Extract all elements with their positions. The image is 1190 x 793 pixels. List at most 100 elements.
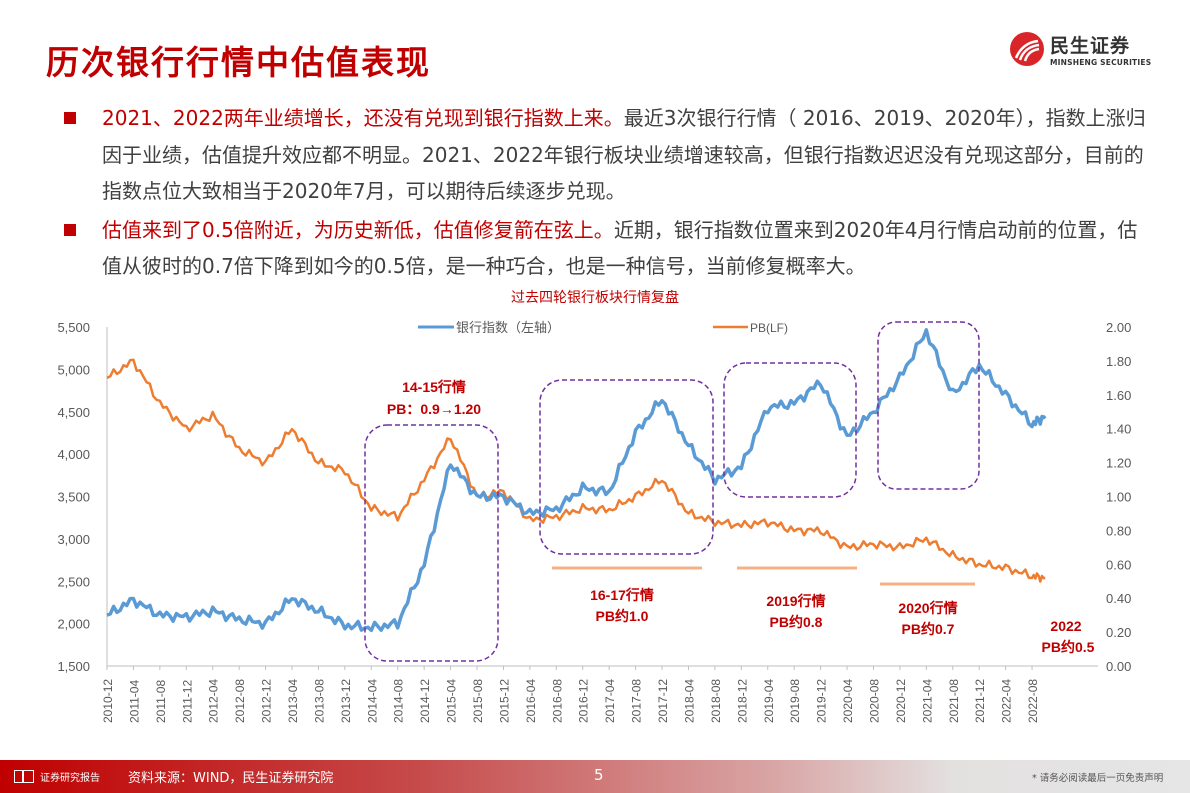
annotation-2020-pb: PB约0.7	[902, 621, 955, 637]
legend: 银行指数（左轴） PB(LF)	[418, 320, 788, 335]
bullet-text: 最近3次银行行情（ 2016、2019、2020年），指数上涨归因于业绩，估值提…	[102, 106, 1146, 203]
y-right-tick-label: 0.00	[1106, 659, 1131, 674]
x-tick-label: 2014-12	[418, 679, 432, 723]
x-tick-label: 2018-12	[735, 679, 749, 723]
x-tick-label: 2012-08	[233, 679, 247, 723]
x-tick-label: 2016-12	[577, 679, 591, 723]
rally-box-2019	[723, 362, 857, 498]
bullet-highlight: 估值来到了0.5倍附近，为历史新低，估值修复箭在弦上。	[102, 217, 614, 242]
annotation-2022-pb: PB约0.5	[1042, 639, 1095, 655]
x-tick-label: 2021-08	[947, 679, 961, 723]
x-tick-label: 2015-12	[497, 679, 511, 723]
x-tick-label: 2018-04	[682, 679, 696, 723]
x-tick-label: 2012-04	[207, 679, 221, 723]
x-tick-label: 2013-08	[312, 679, 326, 723]
x-tick-label: 2016-08	[550, 679, 564, 723]
bullet-square-icon	[64, 112, 76, 124]
chart-title: 过去四轮银行板块行情复盘	[511, 290, 679, 306]
annotation-16-17-title: 16-17行情	[590, 587, 654, 603]
y-right-tick-label: 1.40	[1106, 422, 1131, 437]
y-left-tick-label: 5,500	[57, 320, 90, 335]
footer-bar: 证券研究报告 资料来源：WIND，民生证券研究院 5 * 请务必阅读最后一页免责…	[0, 760, 1190, 793]
bullet-highlight: 2021、2022两年业绩增长，还没有兑现到银行指数上来。	[102, 106, 624, 130]
x-tick-label: 2014-08	[392, 679, 406, 723]
x-tick-label: 2021-04	[920, 679, 934, 723]
index-series-line	[106, 328, 1047, 633]
bullet-square-icon	[64, 223, 76, 236]
rally-box-14-15	[364, 424, 499, 662]
x-tick-label: 2011-04	[127, 680, 141, 723]
x-tick-label: 2011-12	[180, 680, 194, 723]
logo-name-cn: 民生证券	[1050, 35, 1131, 57]
annotation-2019-title: 2019行情	[766, 593, 825, 609]
x-tick-label: 2017-08	[630, 679, 644, 723]
x-tick-label: 2014-04	[365, 679, 379, 723]
chart: 1,500 2,000 2,500 3,000 3,500 4,000 4,500 5,000…	[57, 320, 1131, 723]
x-tick-label: 2017-04	[603, 679, 617, 723]
logo-mark-icon	[1010, 32, 1044, 66]
x-tick-label: 2017-12	[656, 679, 670, 723]
y-right-tick-label: 1.80	[1106, 354, 1131, 369]
x-tick-label: 2022-08	[1026, 679, 1040, 723]
bullet-list: 2021、2022两年业绩增长，还没有兑现到银行指数上来。最近3次银行行情（ 2…	[60, 100, 1150, 287]
y-left-tick-label: 3,000	[57, 532, 90, 547]
bullet-item: 2021、2022两年业绩增长，还没有兑现到银行指数上来。最近3次银行行情（ 2…	[60, 100, 1150, 210]
y-left-tick-label: 3,500	[57, 490, 90, 505]
annotation-2019-pb: PB约0.8	[770, 614, 823, 630]
x-tick-label: 2018-08	[709, 679, 723, 723]
annotation-16-17-pb: PB约1.0	[596, 608, 649, 624]
x-tick-label: 2015-04	[445, 679, 459, 723]
footer-source: 资料来源：WIND，民生证券研究院	[128, 771, 334, 786]
y-right-tick-label: 0.40	[1106, 591, 1131, 606]
page-number: 5	[594, 766, 604, 784]
y-left-tick-label: 2,000	[57, 617, 90, 632]
pb-series-line	[106, 358, 1046, 583]
y-right-tick-label: 0.20	[1106, 625, 1131, 640]
x-tick-label: 2020-04	[841, 679, 855, 723]
x-tick-label: 2013-12	[339, 679, 353, 723]
x-tick-label: 2012-12	[260, 679, 274, 723]
y-right-tick-label: 2.00	[1106, 320, 1131, 335]
y-left-tick-label: 5,000	[57, 362, 90, 377]
x-axis-ticks: 2010-12 2011-04 2011-08 2011-12 2012-04 2012-…	[101, 666, 1040, 723]
y-left-tick-label: 2,500	[57, 574, 90, 589]
company-logo: 民生证券 MINSHENG SECURITIES	[1010, 30, 1160, 74]
rally-box-2020	[877, 321, 980, 490]
legend-pb-label: PB(LF)	[750, 321, 788, 335]
y-right-tick-label: 0.80	[1106, 523, 1131, 538]
x-tick-label: 2020-08	[867, 679, 881, 723]
x-tick-label: 2022-04	[1000, 679, 1014, 723]
y-right-tick-label: 1.20	[1106, 456, 1131, 471]
y-axis-right-labels: 0.00 0.20 0.40 0.60 0.80 1.00 1.20 1.40 1.60 1.80…	[1106, 320, 1131, 674]
logo-name-en: MINSHENG SECURITIES	[1050, 58, 1152, 67]
x-tick-label: 2021-12	[973, 679, 987, 723]
annotation-14-15-title: 14-15行情	[402, 379, 466, 395]
y-left-tick-label: 1,500	[57, 659, 90, 674]
y-right-tick-label: 1.00	[1106, 490, 1131, 505]
rally-box-16-17	[539, 379, 714, 555]
annotation-2020-title: 2020行情	[898, 600, 957, 616]
y-left-tick-label: 4,500	[57, 405, 90, 420]
annotation-2022-title: 2022	[1050, 618, 1081, 634]
legend-index-label: 银行指数（左轴）	[456, 320, 560, 335]
annotation-14-15-pb: PB：0.9→1.20	[387, 401, 481, 417]
x-tick-label: 2010-12	[101, 679, 115, 723]
footer-brand: 证券研究报告	[40, 773, 100, 784]
y-right-tick-label: 0.60	[1106, 557, 1131, 572]
x-tick-label: 2019-08	[788, 679, 802, 723]
x-tick-label: 2011-08	[154, 680, 168, 723]
x-tick-label: 2013-04	[286, 679, 300, 723]
x-tick-label: 2019-12	[815, 679, 829, 723]
x-tick-label: 2016-04	[524, 679, 538, 723]
y-axis-left-labels: 1,500 2,000 2,500 3,000 3,500 4,000 4,500 5,000…	[57, 320, 90, 674]
bullet-item: 估值来到了0.5倍附近，为历史新低，估值修复箭在弦上。近期，银行指数位置来到20…	[60, 212, 1150, 285]
bullet-text: 近期，银行指数位置来到2020年4月行情启动前的位置，估值从彼时的0.7倍下降到…	[102, 217, 1138, 279]
x-tick-label: 2015-08	[471, 679, 485, 723]
y-right-tick-label: 1.60	[1106, 388, 1131, 403]
x-tick-label: 2019-04	[762, 679, 776, 723]
book-icon	[14, 770, 34, 783]
y-left-tick-label: 4,000	[57, 447, 90, 462]
x-tick-label: 2020-12	[894, 679, 908, 723]
footer-disclaimer: * 请务必阅读最后一页免责声明	[1032, 773, 1164, 784]
page-title: 历次银行行情中估值表现	[46, 43, 431, 82]
